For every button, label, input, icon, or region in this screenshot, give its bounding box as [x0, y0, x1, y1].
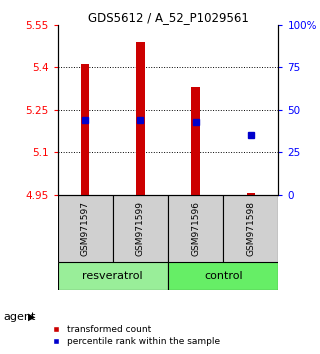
Text: control: control — [204, 272, 243, 281]
Bar — [223, 195, 278, 263]
Text: GSM971598: GSM971598 — [246, 201, 255, 256]
Text: GSM971597: GSM971597 — [81, 201, 90, 256]
Legend: transformed count, percentile rank within the sample: transformed count, percentile rank withi… — [43, 321, 224, 349]
Bar — [168, 263, 278, 290]
Text: agent: agent — [3, 312, 36, 322]
Title: GDS5612 / A_52_P1029561: GDS5612 / A_52_P1029561 — [88, 11, 248, 24]
Bar — [247, 193, 255, 195]
Text: GSM971599: GSM971599 — [136, 201, 145, 256]
Bar — [81, 64, 89, 195]
Text: resveratrol: resveratrol — [83, 272, 143, 281]
Bar — [58, 195, 113, 263]
Bar — [168, 195, 223, 263]
Bar — [191, 87, 200, 195]
Text: ▶: ▶ — [28, 312, 36, 322]
Text: GSM971596: GSM971596 — [191, 201, 200, 256]
Bar — [58, 263, 168, 290]
Bar — [113, 195, 168, 263]
Bar — [136, 42, 145, 195]
